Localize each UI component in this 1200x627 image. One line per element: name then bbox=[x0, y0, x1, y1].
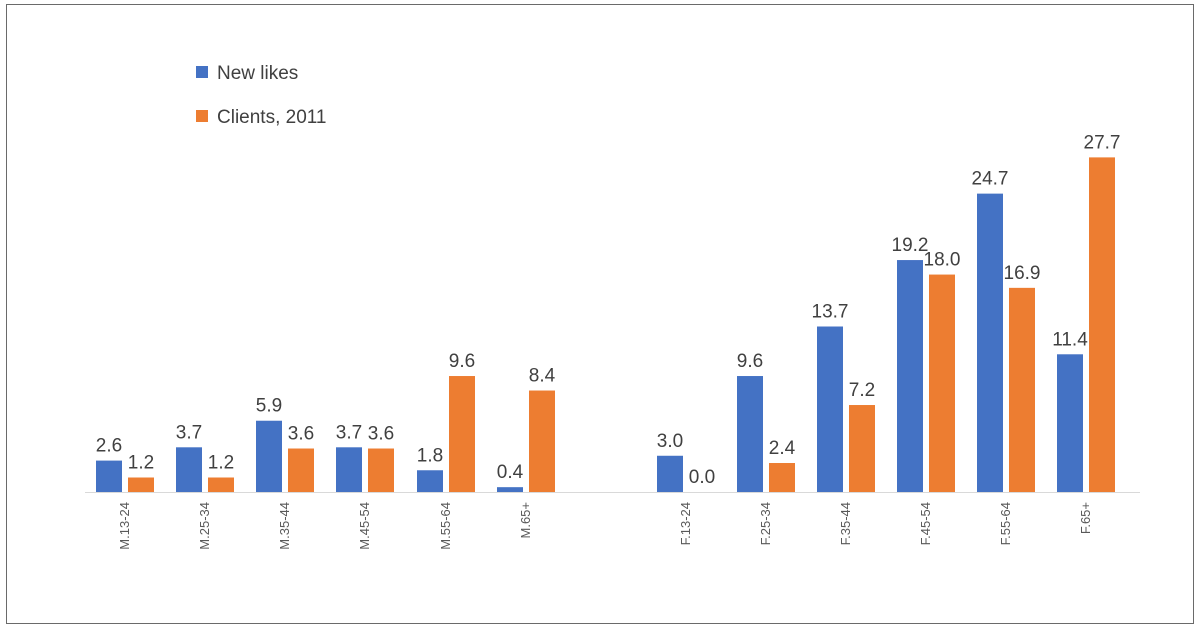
bar-clients-2011-m-45-54 bbox=[368, 448, 394, 492]
value-label-new-likes-m-25-34: 3.7 bbox=[176, 422, 202, 443]
legend-swatch-new-likes bbox=[196, 66, 208, 78]
value-label-new-likes-m-45-54: 3.7 bbox=[336, 422, 362, 443]
legend-label-new-likes: New likes bbox=[217, 63, 298, 84]
x-tick-label-m-65: M.65+ bbox=[518, 502, 533, 539]
value-labels-layer: 2.6 1.2 3.7 1.2 5.9 3.6 3.7 3.6 1.8 9.6 0.4 8.4 3.0 0… bbox=[96, 132, 1121, 488]
bar-new-likes-f-25-34 bbox=[737, 376, 763, 492]
value-label-new-likes-f-25-34: 9.6 bbox=[737, 351, 763, 372]
x-tick-label-f-35-44: F.35-44 bbox=[838, 502, 853, 545]
x-tick-label-f-55-64: F.55-64 bbox=[998, 502, 1013, 545]
bar-new-likes-m-13-24 bbox=[96, 460, 122, 492]
bar-clients-2011-f-55-64 bbox=[1009, 287, 1035, 492]
value-label-clients-2011-m-65: 8.4 bbox=[529, 366, 556, 387]
bar-clients-2011-f-35-44 bbox=[849, 405, 875, 492]
x-tick-label-m-55-64: M.55-64 bbox=[438, 502, 453, 550]
value-label-clients-2011-f-55-64: 16.9 bbox=[1004, 263, 1041, 284]
value-label-clients-2011-f-65: 27.7 bbox=[1084, 132, 1121, 153]
bar-clients-2011-f-25-34 bbox=[769, 463, 795, 492]
value-label-new-likes-m-65: 0.4 bbox=[497, 462, 524, 483]
tick-labels-layer: M.13-24 M.25-34 M.35-44 M.45-54 M.55-64 M.65+… bbox=[117, 502, 1093, 550]
x-tick-label-f-65: F.65+ bbox=[1078, 502, 1093, 534]
x-tick-label-f-13-24: F.13-24 bbox=[678, 502, 693, 545]
value-label-new-likes-m-55-64: 1.8 bbox=[417, 445, 443, 466]
value-label-clients-2011-m-13-24: 1.2 bbox=[128, 453, 154, 474]
bar-new-likes-f-45-54 bbox=[897, 260, 923, 492]
value-label-clients-2011-f-13-24: 0.0 bbox=[689, 467, 715, 488]
value-label-clients-2011-f-25-34: 2.4 bbox=[769, 438, 796, 459]
bar-clients-2011-m-25-34 bbox=[208, 477, 234, 492]
bar-clients-2011-m-65 bbox=[529, 390, 555, 492]
bars-layer bbox=[96, 157, 1115, 492]
x-tick-label-f-25-34: F.25-34 bbox=[758, 502, 773, 545]
x-tick-label-m-25-34: M.25-34 bbox=[197, 502, 212, 550]
bar-clients-2011-f-45-54 bbox=[929, 274, 955, 492]
value-label-new-likes-f-13-24: 3.0 bbox=[657, 431, 683, 452]
value-label-clients-2011-f-45-54: 18.0 bbox=[924, 250, 961, 271]
legend: New likes Clients, 2011 bbox=[196, 63, 327, 128]
value-label-new-likes-m-13-24: 2.6 bbox=[96, 436, 122, 457]
value-label-clients-2011-m-45-54: 3.6 bbox=[368, 424, 394, 445]
value-label-clients-2011-f-35-44: 7.2 bbox=[849, 380, 875, 401]
bar-new-likes-m-45-54 bbox=[336, 447, 362, 492]
value-label-new-likes-f-65: 11.4 bbox=[1052, 329, 1088, 350]
bar-new-likes-m-25-34 bbox=[176, 447, 202, 492]
value-label-new-likes-f-45-54: 19.2 bbox=[892, 235, 929, 256]
x-tick-label-m-35-44: M.35-44 bbox=[277, 502, 292, 550]
x-tick-label-f-45-54: F.45-54 bbox=[918, 502, 933, 545]
bar-new-likes-m-35-44 bbox=[256, 420, 282, 492]
bar-clients-2011-m-55-64 bbox=[449, 376, 475, 492]
bar-new-likes-f-65 bbox=[1057, 354, 1083, 492]
bar-clients-2011-f-65 bbox=[1089, 157, 1115, 492]
legend-label-clients-2011: Clients, 2011 bbox=[217, 107, 327, 128]
bar-new-likes-m-65 bbox=[497, 487, 523, 492]
legend-swatch-clients-2011 bbox=[196, 110, 208, 122]
bar-clients-2011-m-13-24 bbox=[128, 477, 154, 492]
bar-new-likes-f-55-64 bbox=[977, 193, 1003, 492]
x-tick-label-m-45-54: M.45-54 bbox=[357, 502, 372, 550]
value-label-clients-2011-m-55-64: 9.6 bbox=[449, 351, 475, 372]
value-label-new-likes-f-55-64: 24.7 bbox=[972, 169, 1009, 190]
bar-clients-2011-m-35-44 bbox=[288, 448, 314, 492]
value-label-clients-2011-m-25-34: 1.2 bbox=[208, 453, 234, 474]
bar-new-likes-f-13-24 bbox=[657, 455, 683, 492]
value-label-new-likes-f-35-44: 13.7 bbox=[812, 302, 849, 323]
bar-new-likes-f-35-44 bbox=[817, 326, 843, 492]
x-tick-label-m-13-24: M.13-24 bbox=[117, 502, 132, 550]
bar-new-likes-m-55-64 bbox=[417, 470, 443, 492]
value-label-new-likes-m-35-44: 5.9 bbox=[256, 396, 282, 417]
value-label-clients-2011-m-35-44: 3.6 bbox=[288, 424, 314, 445]
